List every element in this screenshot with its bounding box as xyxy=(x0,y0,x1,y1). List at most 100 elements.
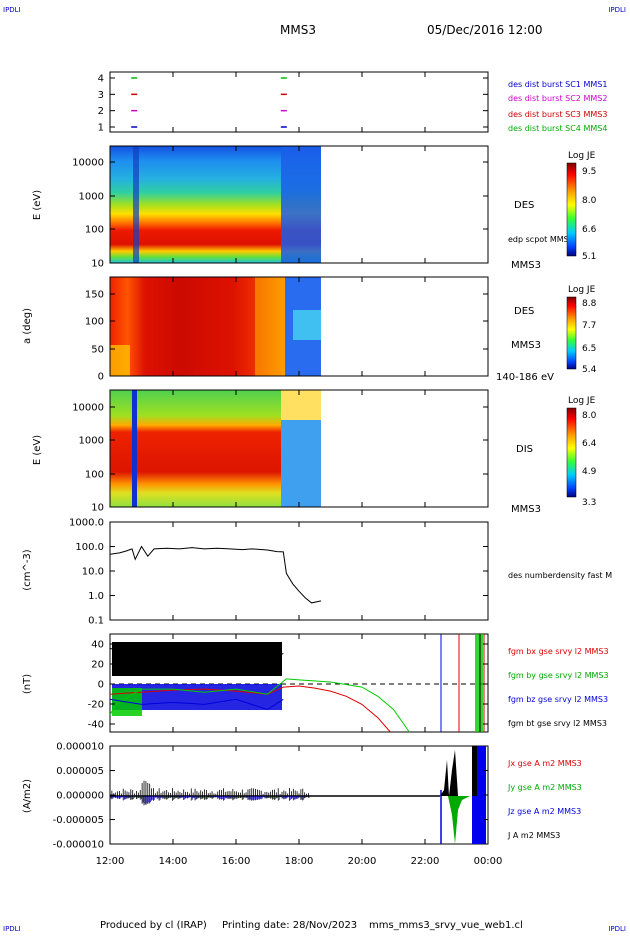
des-energy-colorbar-tick: 8.0 xyxy=(582,196,597,206)
dis-energy-colorbar-tick: 3.3 xyxy=(582,498,596,508)
y-tick-label: -0.000010 xyxy=(53,840,104,851)
des-energy-label-scpot: edp scpot MMS3 xyxy=(508,235,574,244)
density-legend: des numberdensity fast M xyxy=(508,571,612,580)
current-ylabel: (A/m2) xyxy=(22,779,33,813)
fgm-dense-region xyxy=(112,642,282,716)
dis-energy-ylabel: E (eV) xyxy=(32,435,43,465)
burst-legend-mms4: des dist burst SC4 MMS4 xyxy=(508,124,607,133)
current-spike-jy xyxy=(448,796,470,844)
time-axis: 12:00 14:00 16:00 18:00 20:00 22:00 00:00 xyxy=(96,72,502,867)
burst-legend-mms3: des dist burst SC3 MMS3 xyxy=(508,110,607,119)
y-tick-label: 100 xyxy=(85,317,104,328)
density-yticks: 1000.0 100.0 10.0 1.0 0.1 xyxy=(69,518,488,627)
current-spike-dense-j xyxy=(472,746,477,796)
des-pitch-colorbar-gradient xyxy=(566,296,577,370)
y-tick-label: 10.0 xyxy=(82,567,104,578)
des-pitch-yticks: 150 100 50 0 xyxy=(85,290,488,383)
y-tick-label: 10000 xyxy=(72,403,104,414)
fgm-spike-cluster xyxy=(475,634,483,732)
des-energy-colorbar-gradient xyxy=(566,162,577,257)
burst-legend-mms1: des dist burst SC1 MMS1 xyxy=(508,80,607,89)
dis-energy-colorbar-tick: 4.9 xyxy=(582,467,597,477)
des-energy-colorbar-tick: 6.6 xyxy=(582,225,597,235)
corner-label-top-left: IPDLI xyxy=(3,6,21,14)
dis-energy-yticks: 10000 1000 100 10 xyxy=(72,403,488,514)
fgm-panel: 40 20 0 -20 -40 (nT) fgm bx gse srvy l2 MMS3… xyxy=(22,633,609,733)
fgm-series-by xyxy=(109,678,410,733)
burst-legend-mms2: des dist burst SC2 MMS2 xyxy=(508,94,607,103)
current-legend-jx: Jx gse A m2 MMS3 xyxy=(507,759,582,768)
current-panel: 0.000010 0.000005 0.000000 -0.000005 -0.0000… xyxy=(22,742,582,851)
dis-energy-colorbar-tick: 6.4 xyxy=(582,439,597,449)
des-pitch-colorbar-tick: 8.8 xyxy=(582,299,597,309)
des-energy-ylabel: E (eV) xyxy=(32,190,43,220)
des-energy-label-sc: MMS3 xyxy=(511,260,541,271)
footer-filename: mms_mms3_srvy_vue_web1.cl xyxy=(369,920,523,931)
des-pitch-label-energy: 140-186 eV xyxy=(496,372,554,383)
des-energy-colorbar-title: Log JE xyxy=(568,151,596,161)
des-energy-colorbar-tick: 5.1 xyxy=(582,252,596,262)
footer-printing-date: Printing date: 28/Nov/2023 xyxy=(222,920,357,931)
des-pitch-colorbar-tick: 7.7 xyxy=(582,321,596,331)
y-tick-label: 4 xyxy=(98,74,104,85)
current-yticks: 0.000010 0.000005 0.000000 -0.000005 -0.0000… xyxy=(53,742,488,851)
des-energy-yticks: 10000 1000 100 10 xyxy=(72,158,488,270)
current-legend-jy: Jy gse A m2 MMS3 xyxy=(507,783,582,792)
dis-energy-late-top xyxy=(281,390,321,420)
y-tick-label: 50 xyxy=(91,345,104,356)
current-legend-j: J A m2 MMS3 xyxy=(507,831,560,840)
des-energy-late-region xyxy=(281,146,321,263)
des-pitch-late-band xyxy=(293,310,321,340)
y-tick-label: 1000 xyxy=(79,436,104,447)
footer-produced-by: Produced by cl (IRAP) xyxy=(100,920,207,931)
corner-label-top-right: IPDLI xyxy=(608,6,626,14)
des-pitch-ylabel: a (deg) xyxy=(22,308,33,344)
dis-energy-label-instrument: DIS xyxy=(516,444,533,455)
y-tick-label: 100 xyxy=(85,225,104,236)
y-tick-label: 1.0 xyxy=(88,591,104,602)
plot-datetime: 05/Dec/2016 12:00 xyxy=(427,23,543,37)
des-pitch-colorbar-tick: 5.4 xyxy=(582,365,597,375)
corner-label-bottom-right: IPDLI xyxy=(608,925,626,933)
y-tick-label: 40 xyxy=(91,640,104,651)
y-tick-label: 20 xyxy=(91,660,104,671)
y-tick-label: -40 xyxy=(88,720,104,731)
y-tick-label: 0.000000 xyxy=(56,791,104,802)
y-tick-label: 0.1 xyxy=(88,616,104,627)
y-tick-label: 0.000010 xyxy=(56,742,104,753)
dis-energy-colorbar-tick: 8.0 xyxy=(582,411,597,421)
current-spike-j xyxy=(440,750,458,796)
dis-energy-label-sc: MMS3 xyxy=(511,504,541,515)
fgm-legend-bt: fgm bt gse srvy l2 MMS3 xyxy=(508,719,607,728)
dis-energy-colorbar-gradient xyxy=(566,407,577,498)
time-tick-label: 16:00 xyxy=(222,856,251,867)
y-tick-label: -20 xyxy=(88,700,104,711)
des-pitch-label-sc: MMS3 xyxy=(511,340,541,351)
des-energy-early-stripe xyxy=(133,146,139,263)
y-tick-label: 10000 xyxy=(72,158,104,169)
des-energy-colorbar: Log JE 9.5 8.0 6.6 5.1 xyxy=(566,151,597,262)
time-tick-label: 14:00 xyxy=(159,856,188,867)
density-panel: 1000.0 100.0 10.0 1.0 0.1 (cm^-3) des number… xyxy=(22,518,612,627)
fgm-yticks: 40 20 0 -20 -40 xyxy=(88,640,488,731)
y-tick-label: 3 xyxy=(98,90,104,101)
current-noise xyxy=(109,780,310,806)
fgm-legend-by: fgm by gse srvy l2 MMS3 xyxy=(508,671,609,680)
y-tick-label: 100.0 xyxy=(75,542,104,553)
time-tick-label: 18:00 xyxy=(285,856,314,867)
dis-energy-colorbar: Log JE 8.0 6.4 4.9 3.3 xyxy=(566,396,597,508)
burst-legend: des dist burst SC1 MMS1 des dist burst S… xyxy=(508,80,607,133)
burst-yticks: 4 3 2 1 xyxy=(98,74,488,134)
fgm-legend-bz: fgm bz gse srvy l2 MMS3 xyxy=(508,695,608,704)
time-tick-label: 20:00 xyxy=(348,856,377,867)
des-pitch-low-band xyxy=(110,345,130,376)
des-energy-colorbar-tick: 9.5 xyxy=(582,167,596,177)
fgm-late-spikes xyxy=(440,634,485,732)
y-tick-label: 0.000005 xyxy=(56,766,104,777)
y-tick-label: 0 xyxy=(98,680,104,691)
density-series-line xyxy=(109,545,322,604)
fgm-series xyxy=(109,647,410,733)
dis-energy-early-stripe xyxy=(132,390,137,507)
burst-panel: 4 3 2 1 des dist burst SC1 MMS1 des dist bu… xyxy=(98,71,607,134)
